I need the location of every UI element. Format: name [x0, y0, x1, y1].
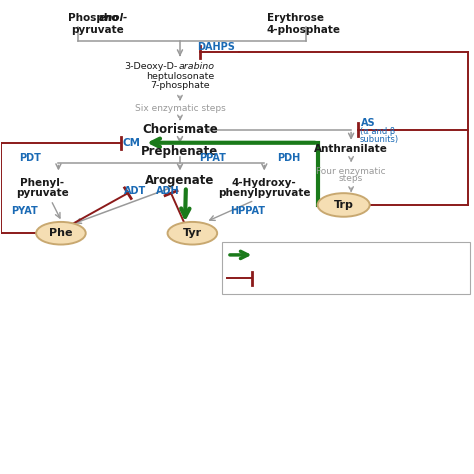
FancyBboxPatch shape: [222, 242, 470, 293]
Text: PPAT: PPAT: [199, 153, 226, 164]
Text: Prephenate: Prephenate: [141, 145, 219, 158]
Text: CM: CM: [122, 138, 140, 148]
Text: Trp: Trp: [334, 200, 354, 210]
Text: Anthranilate: Anthranilate: [314, 144, 388, 154]
Text: 4-phosphate: 4-phosphate: [267, 25, 341, 35]
Text: ADH: ADH: [156, 186, 179, 196]
Text: DAHPS: DAHPS: [197, 42, 235, 52]
Text: Phe: Phe: [49, 228, 73, 238]
Text: Feedback inhibition loo: Feedback inhibition loo: [262, 274, 362, 283]
Text: HPPAT: HPPAT: [230, 206, 265, 216]
Text: or enzyme activity: or enzyme activity: [262, 258, 342, 267]
Text: Erythrose: Erythrose: [267, 13, 324, 23]
Text: Arogenate: Arogenate: [145, 174, 215, 187]
Text: Phospho: Phospho: [68, 13, 119, 23]
Text: phenylpyruvate: phenylpyruvate: [218, 188, 310, 198]
Text: PDT: PDT: [19, 153, 41, 164]
Text: steps: steps: [339, 173, 363, 182]
Text: (α and β: (α and β: [360, 127, 395, 136]
Text: Four enzymatic: Four enzymatic: [316, 166, 386, 175]
Text: Chorismate: Chorismate: [142, 123, 218, 136]
Text: pyruvate: pyruvate: [16, 188, 68, 198]
Text: PDH: PDH: [277, 153, 300, 164]
Text: Stimulation of gene exp.: Stimulation of gene exp.: [262, 250, 368, 259]
Text: 7-phosphate: 7-phosphate: [150, 81, 210, 90]
Text: pyruvate: pyruvate: [71, 25, 124, 35]
Text: arabino: arabino: [179, 62, 215, 71]
Text: heptulosonate: heptulosonate: [146, 72, 214, 81]
Ellipse shape: [36, 222, 86, 245]
Text: ADT: ADT: [124, 186, 146, 196]
Text: Six enzymatic steps: Six enzymatic steps: [135, 104, 225, 113]
Text: 4-Hydroxy-: 4-Hydroxy-: [232, 178, 297, 188]
Ellipse shape: [167, 222, 217, 245]
Text: subunits): subunits): [360, 135, 399, 144]
Text: AS: AS: [361, 118, 375, 128]
Text: enol-: enol-: [99, 13, 128, 23]
Ellipse shape: [318, 193, 370, 217]
Text: Phenyl-: Phenyl-: [20, 178, 64, 188]
Text: 3-Deoxy-D-: 3-Deoxy-D-: [124, 62, 177, 71]
Text: PYAT: PYAT: [11, 206, 38, 216]
Text: Tyr: Tyr: [183, 228, 202, 238]
